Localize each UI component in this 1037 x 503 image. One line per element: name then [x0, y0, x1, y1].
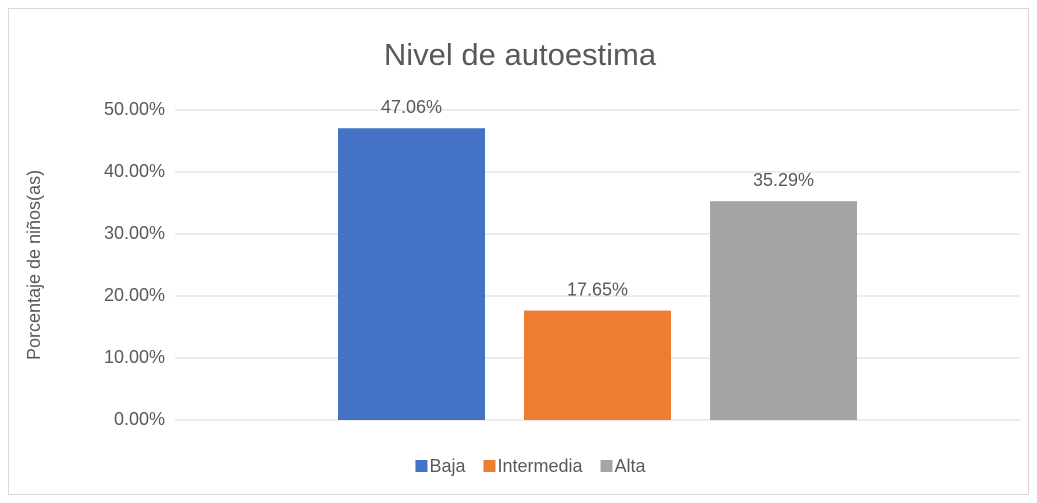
legend-swatch	[483, 460, 496, 472]
legend-label: Alta	[615, 456, 647, 476]
value-label: 47.06%	[381, 97, 442, 117]
y-tick-label: 30.00%	[104, 223, 165, 243]
chart-border	[8, 8, 1029, 495]
y-axis-title: Porcentaje de niños(as)	[24, 170, 44, 360]
bar	[710, 201, 857, 420]
y-tick-label: 50.00%	[104, 99, 165, 119]
value-label: 17.65%	[567, 279, 628, 299]
y-tick-label: 40.00%	[104, 161, 165, 181]
legend-swatch	[415, 460, 428, 472]
legend-swatch	[600, 460, 613, 472]
legend-label: Intermedia	[497, 456, 583, 476]
y-tick-label: 10.00%	[104, 347, 165, 367]
y-tick-label: 20.00%	[104, 285, 165, 305]
y-tick-label: 0.00%	[114, 409, 165, 429]
legend-label: Baja	[429, 456, 466, 476]
bar	[524, 310, 671, 420]
bar	[338, 128, 485, 420]
chart-title: Nivel de autoestima	[384, 37, 657, 72]
value-label: 35.29%	[753, 170, 814, 190]
